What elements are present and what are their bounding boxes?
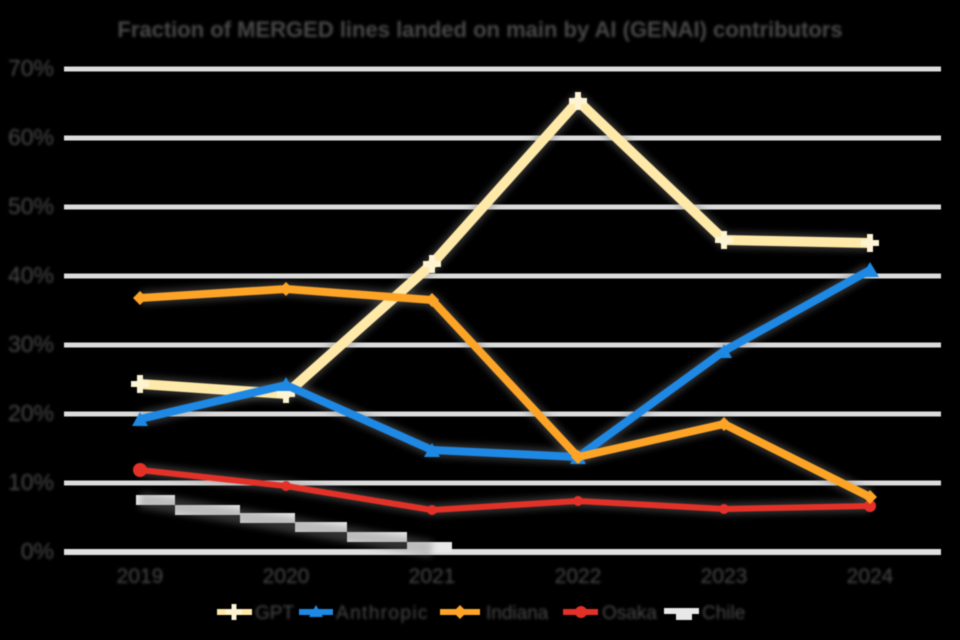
svg-text:70%: 70% [8,55,54,81]
svg-text:GPT: GPT [255,603,294,624]
svg-text:30%: 30% [8,331,54,357]
svg-text:2023: 2023 [701,565,748,588]
svg-text:2022: 2022 [555,565,602,588]
svg-text:10%: 10% [8,469,54,495]
svg-text:2024: 2024 [847,565,894,588]
svg-text:Indiana: Indiana [486,603,549,624]
svg-text:Anthropic: Anthropic [336,603,429,624]
svg-text:40%: 40% [8,262,54,288]
svg-text:20%: 20% [8,400,54,426]
svg-text:2021: 2021 [409,565,456,588]
svg-text:2019: 2019 [117,565,164,588]
svg-text:Osaka: Osaka [602,603,657,624]
svg-text:60%: 60% [8,124,54,150]
svg-text:Fraction of MERGED lines lande: Fraction of MERGED lines landed on main … [117,17,842,42]
svg-text:Chile: Chile [702,603,745,624]
svg-text:50%: 50% [8,193,54,219]
svg-text:0%: 0% [21,538,54,564]
svg-text:2020: 2020 [263,565,310,588]
